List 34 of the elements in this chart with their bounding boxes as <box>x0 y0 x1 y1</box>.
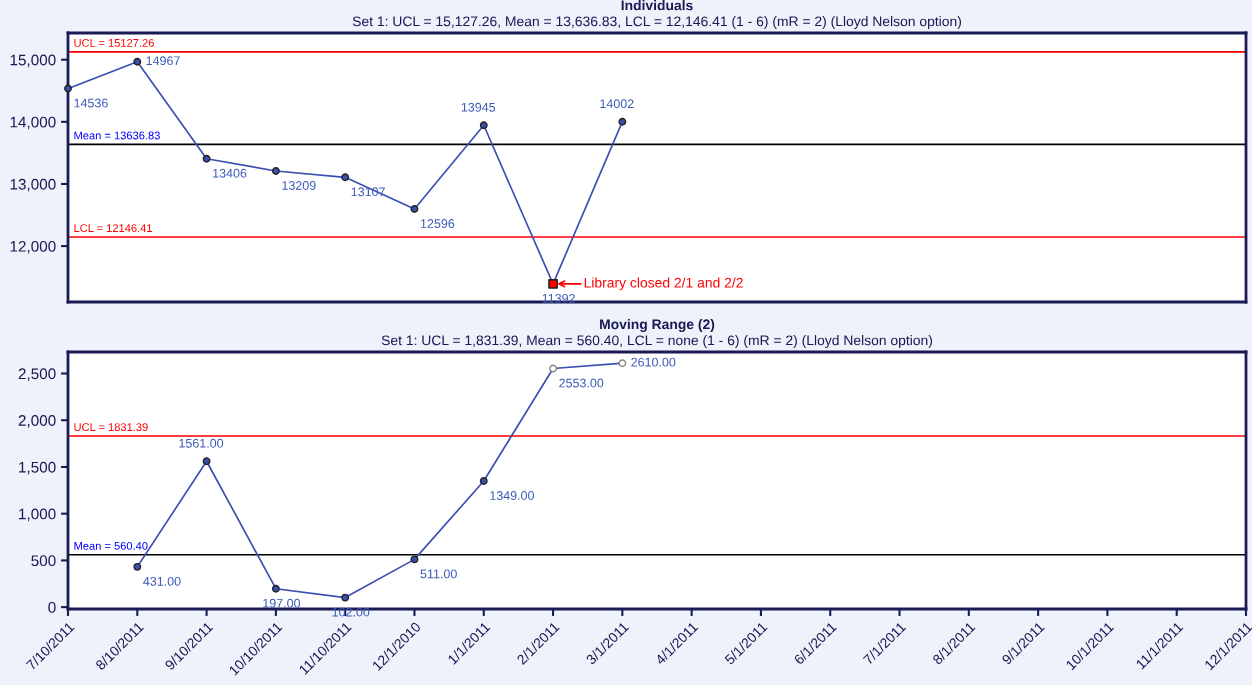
data-label: 13209 <box>282 181 316 190</box>
data-label: 14536 <box>74 98 108 108</box>
data-label: 13406 <box>213 168 247 178</box>
y-tick-label: 15,000 <box>10 54 56 68</box>
ref-line-label: Mean = 13636.83 <box>74 131 160 140</box>
data-label: 2610.00 <box>631 357 676 367</box>
y-tick-label: 0 <box>48 602 56 613</box>
y-tick-label: 14,000 <box>10 116 56 130</box>
data-label: 1349.00 <box>490 491 535 500</box>
chart-title: Individuals <box>621 0 693 11</box>
data-label: 14002 <box>600 99 634 109</box>
data-label: 14967 <box>146 56 180 66</box>
y-tick-label: 1,500 <box>19 461 56 475</box>
ref-line-label: UCL = 15127.26 <box>74 38 154 47</box>
chart-subtitle: Set 1: UCL = 1,831.39, Mean = 560.40, LCL = none (1 - 6) (mR = 2) (Lloyd Nelson option) <box>381 335 933 348</box>
chart-subtitle: Set 1: UCL = 15,127.26, Mean = 13,636.83, LCL = 12,146.41 (1 - 6) (mR = 2) (Lloyd Nelson option) <box>352 16 961 29</box>
ref-line-label: LCL = 12146.41 <box>74 224 152 233</box>
chart-title: Moving Range (2) <box>600 318 715 332</box>
annotation: Library closed 2/1 and 2/2 <box>584 277 743 291</box>
ref-line-label: UCL = 1831.39 <box>74 423 148 432</box>
y-tick-label: 1,000 <box>19 508 56 522</box>
data-label: 511.00 <box>420 569 457 579</box>
ref-line-label: Mean = 560.40 <box>74 541 148 550</box>
data-label: 2553.00 <box>559 378 604 388</box>
y-tick-label: 2,000 <box>18 415 56 428</box>
data-label: 197.00 <box>263 598 301 608</box>
y-tick-label: 12,000 <box>10 240 56 254</box>
data-label: 1561.00 <box>179 438 224 448</box>
data-label: 12596 <box>420 219 455 228</box>
y-tick-label: 2,500 <box>18 368 56 381</box>
data-label: 13945 <box>461 102 496 112</box>
y-tick-label: 500 <box>31 555 56 567</box>
data-label: 431.00 <box>143 576 181 586</box>
y-tick-label: 13,000 <box>10 178 56 192</box>
